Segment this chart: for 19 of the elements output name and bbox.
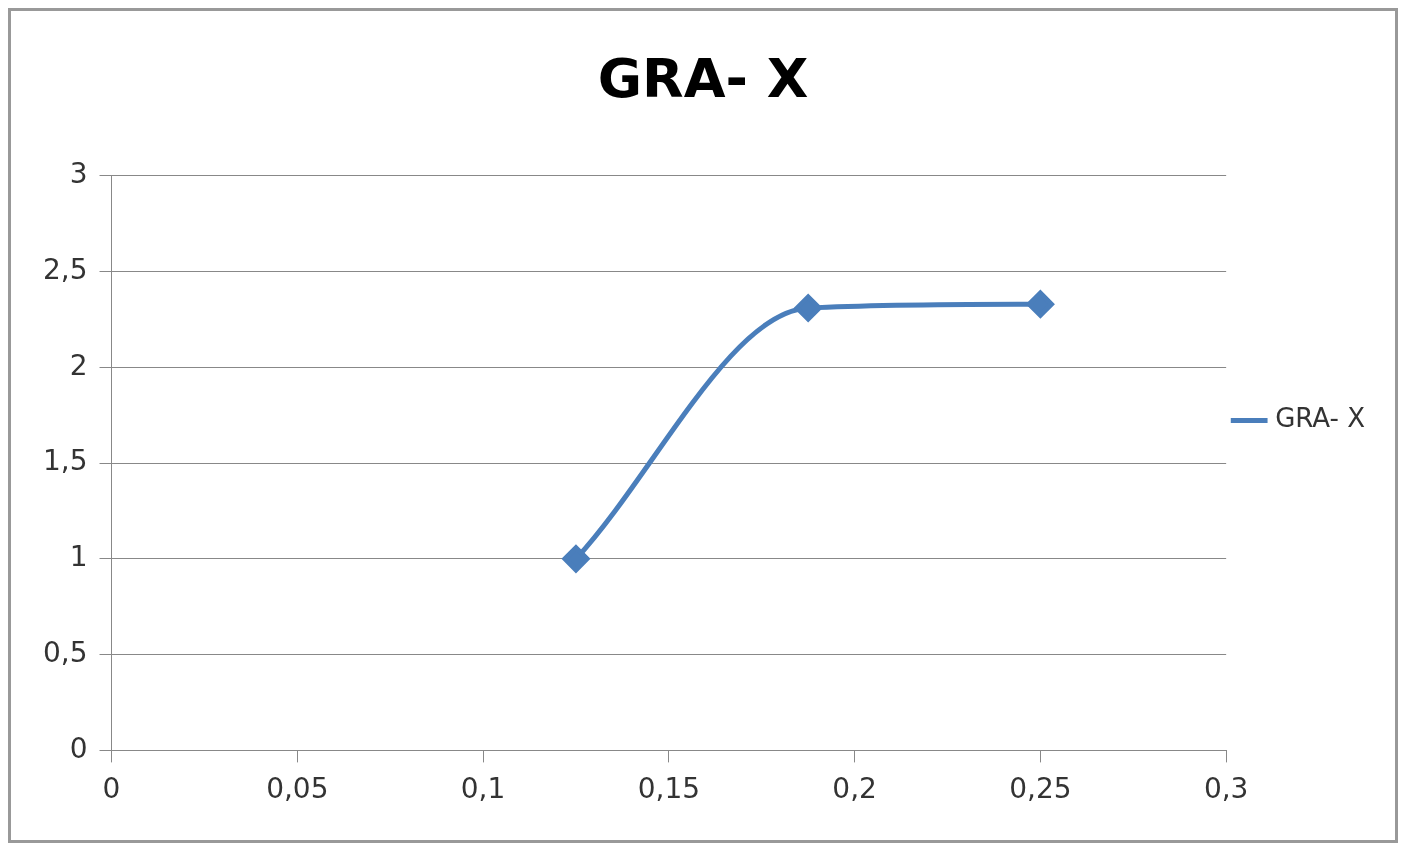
y-tick-label: 0 — [69, 731, 88, 765]
y-tick-label: 0,5 — [43, 635, 88, 669]
x-tick-label: 0,25 — [1009, 772, 1072, 806]
point — [562, 545, 590, 573]
y-tick-label: 2,5 — [43, 252, 88, 286]
x-tick-label: 0,2 — [832, 772, 877, 806]
point — [1026, 290, 1054, 318]
point — [794, 294, 822, 322]
x-tick-label: 0,15 — [637, 772, 701, 806]
x-tick-label: 0,05 — [266, 772, 329, 806]
x-tick-label: 0,3 — [1203, 772, 1249, 806]
chart-title: GRA- X — [597, 47, 809, 111]
y-tick-label: 1,5 — [43, 444, 88, 478]
y-tick-label: 2 — [69, 348, 88, 382]
legend-label: GRA- X — [1275, 403, 1366, 434]
x-tick-label: 0,1 — [460, 772, 506, 806]
x-tick-label: 0 — [102, 772, 121, 806]
y-tick-label: 3 — [69, 157, 88, 191]
y-tick-label: 1 — [69, 540, 88, 574]
